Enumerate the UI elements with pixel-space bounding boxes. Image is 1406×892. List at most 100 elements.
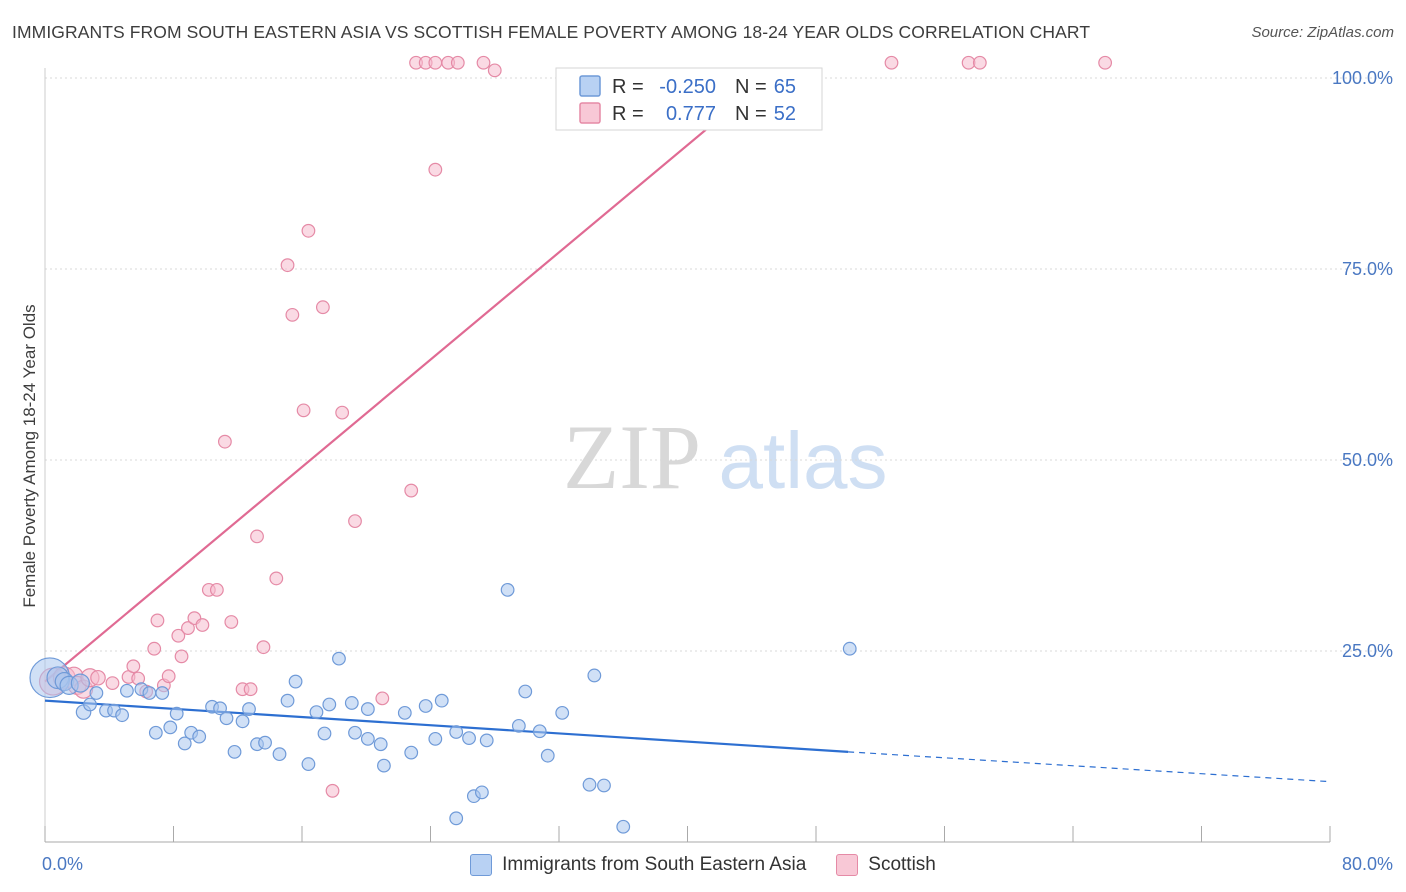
legend-r-value-1: -0.250	[659, 76, 716, 98]
source-credit: Source: ZipAtlas.com	[1251, 24, 1394, 41]
point-immigrants	[272, 747, 287, 762]
legend-r-value-2: 0.777	[666, 103, 716, 125]
point-scottish	[126, 659, 141, 674]
watermark-atlas: atlas	[719, 416, 888, 505]
point-immigrants	[332, 651, 346, 666]
point-scottish	[209, 582, 224, 597]
y-tick-label: 100.0%	[1332, 68, 1393, 88]
point-immigrants	[309, 705, 324, 720]
point-scottish	[296, 403, 311, 418]
trend-line-scottish	[44, 77, 769, 683]
legend-r-label-1: R =	[612, 76, 644, 98]
watermark: ZIP atlas	[563, 406, 887, 508]
point-scottish	[174, 649, 189, 664]
point-immigrants	[235, 714, 250, 729]
point-scottish	[375, 691, 390, 706]
point-immigrants	[597, 778, 611, 793]
point-immigrants	[511, 718, 526, 733]
point-scottish	[450, 55, 465, 70]
legend-label-immigrants: Immigrants from South Eastern Asia	[502, 854, 807, 875]
point-scottish	[105, 676, 120, 690]
grid-lines	[45, 77, 1395, 652]
point-immigrants	[360, 731, 375, 746]
point-scottish	[404, 483, 419, 498]
x-tick-label: 80.0%	[1342, 854, 1393, 874]
axes	[44, 68, 1331, 843]
point-scottish	[250, 529, 264, 544]
legend-r-label-2: R =	[612, 103, 644, 125]
point-immigrants	[163, 720, 178, 735]
point-scottish	[90, 669, 106, 686]
y-tick-label: 50.0%	[1342, 450, 1393, 470]
point-immigrants	[70, 673, 90, 693]
point-scottish	[325, 783, 340, 798]
point-scottish	[335, 405, 350, 420]
point-immigrants	[89, 686, 104, 700]
legend-swatch-scottish	[836, 854, 859, 876]
legend-n-value-2: 52	[774, 103, 796, 125]
point-immigrants	[518, 684, 533, 699]
point-immigrants	[219, 711, 234, 726]
legend-n-label-1: N =	[735, 76, 767, 98]
tick-labels: 25.0% 50.0% 75.0% 100.0% 0.0% 80.0%	[42, 68, 1393, 874]
point-scottish	[147, 641, 162, 656]
point-immigrants	[555, 705, 570, 720]
point-immigrants	[288, 674, 303, 689]
point-immigrants	[479, 733, 494, 748]
point-immigrants	[192, 729, 207, 744]
point-scottish	[269, 571, 284, 586]
point-immigrants	[428, 731, 443, 746]
point-immigrants	[587, 668, 602, 683]
y-tick-label: 75.0%	[1342, 259, 1393, 279]
point-immigrants	[449, 811, 464, 826]
data-points	[29, 55, 1113, 834]
point-immigrants	[475, 785, 489, 800]
point-scottish	[181, 621, 195, 635]
point-immigrants	[532, 724, 547, 739]
point-immigrants	[434, 693, 449, 708]
legend-n-label-2: N =	[735, 103, 767, 125]
point-immigrants	[227, 744, 242, 759]
point-immigrants	[500, 582, 515, 597]
point-immigrants	[142, 686, 157, 700]
point-scottish	[476, 55, 491, 70]
point-immigrants	[344, 696, 359, 710]
point-immigrants	[348, 725, 362, 740]
point-immigrants	[322, 697, 337, 712]
point-immigrants	[616, 819, 631, 834]
legend-item-immigrants: Immigrants from South Eastern Asia	[470, 854, 806, 876]
point-scottish	[150, 613, 165, 628]
legend-n-value-1: 65	[774, 76, 796, 98]
trend-line-immigrants-extension	[848, 751, 1331, 783]
point-scottish	[171, 628, 186, 643]
point-immigrants	[177, 736, 192, 751]
point-immigrants	[582, 777, 597, 792]
point-immigrants	[301, 757, 316, 771]
point-scottish	[1098, 55, 1113, 70]
point-scottish	[243, 682, 258, 697]
point-scottish	[280, 258, 295, 273]
point-scottish	[428, 55, 443, 70]
point-scottish	[217, 434, 232, 449]
point-scottish	[301, 223, 316, 238]
point-immigrants	[449, 725, 464, 739]
point-immigrants	[540, 748, 555, 763]
legend-box-swatch-pink	[579, 102, 601, 124]
point-immigrants	[462, 731, 476, 745]
legend-swatch-immigrants	[470, 854, 493, 876]
point-immigrants	[418, 699, 433, 713]
point-scottish	[348, 514, 362, 529]
point-immigrants	[83, 697, 97, 712]
legend-box: R = -0.250 N = 65 R = 0.777 N = 52	[555, 67, 823, 131]
point-immigrants	[148, 725, 163, 740]
point-immigrants	[360, 702, 375, 716]
bottom-legend: Immigrants from South Eastern Asia Scott…	[0, 852, 1406, 878]
point-immigrants	[169, 706, 184, 721]
point-scottish	[428, 162, 443, 177]
legend-box-swatch-blue	[579, 75, 601, 97]
y-axis-label: Female Poverty Among 18-24 Year Olds	[20, 304, 39, 607]
y-tick-label: 25.0%	[1342, 641, 1393, 661]
point-scottish	[884, 55, 899, 70]
point-immigrants	[242, 702, 256, 716]
